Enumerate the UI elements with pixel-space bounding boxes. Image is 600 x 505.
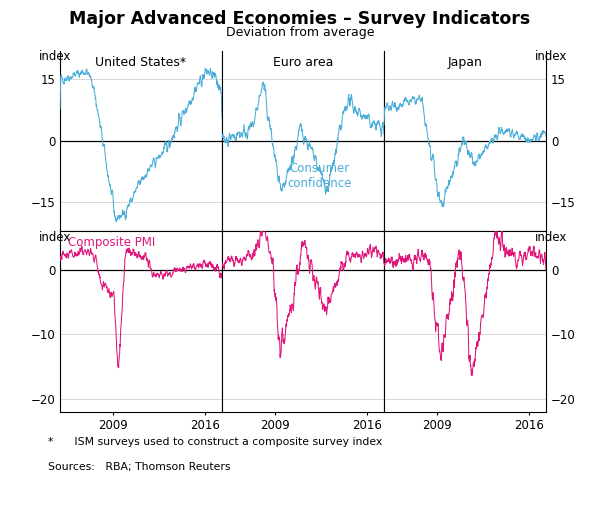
- Text: index: index: [535, 231, 567, 244]
- Text: Sources:   RBA; Thomson Reuters: Sources: RBA; Thomson Reuters: [48, 462, 230, 472]
- Text: Major Advanced Economies – Survey Indicators: Major Advanced Economies – Survey Indica…: [70, 10, 530, 28]
- Text: Deviation from average: Deviation from average: [226, 26, 374, 39]
- Text: Consumer
confidence: Consumer confidence: [287, 163, 352, 190]
- Text: Composite PMI: Composite PMI: [68, 236, 155, 249]
- Text: index: index: [39, 50, 71, 64]
- Text: *      ISM surveys used to construct a composite survey index: * ISM surveys used to construct a compos…: [48, 437, 382, 447]
- Text: United States*: United States*: [95, 56, 187, 69]
- Text: index: index: [39, 231, 71, 244]
- Text: index: index: [535, 50, 567, 64]
- Text: Japan: Japan: [448, 56, 482, 69]
- Text: Euro area: Euro area: [273, 56, 333, 69]
